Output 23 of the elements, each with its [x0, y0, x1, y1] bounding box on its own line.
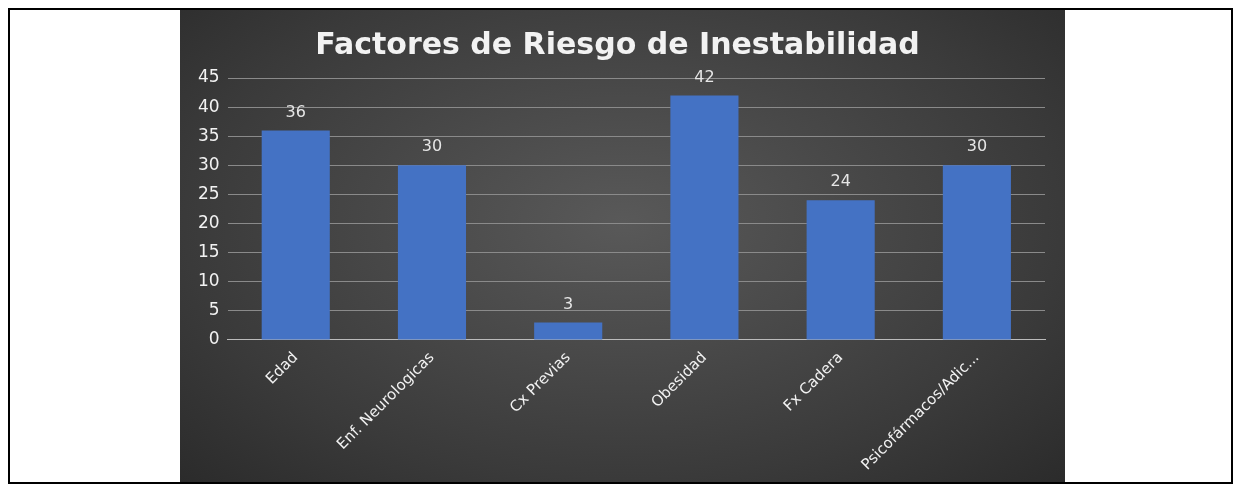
y-tick-label: 10	[197, 270, 220, 291]
bar	[397, 165, 467, 340]
bar	[806, 200, 875, 340]
y-tick-label: 45	[197, 66, 220, 87]
y-tick-label: 20	[197, 211, 220, 232]
y-tick-label: 5	[208, 299, 220, 320]
data-label: 3	[563, 293, 574, 313]
y-tick-label: 40	[197, 95, 220, 116]
data-label: 42	[694, 66, 715, 86]
bar	[534, 322, 603, 340]
bar	[261, 130, 330, 340]
bar	[942, 165, 1011, 340]
y-tick-label: 0	[208, 328, 220, 349]
data-label: 30	[966, 136, 988, 156]
y-tick-label: 15	[197, 241, 220, 262]
y-tick-label: 35	[197, 124, 220, 145]
data-label: 24	[830, 171, 851, 191]
y-tick-label: 30	[197, 153, 220, 174]
y-tick-label: 25	[197, 182, 220, 203]
data-label: 36	[285, 101, 306, 121]
data-label: 30	[421, 136, 443, 156]
chart-title: Factores de Riesgo de Inestabilidad	[315, 25, 920, 61]
bar	[670, 95, 739, 340]
